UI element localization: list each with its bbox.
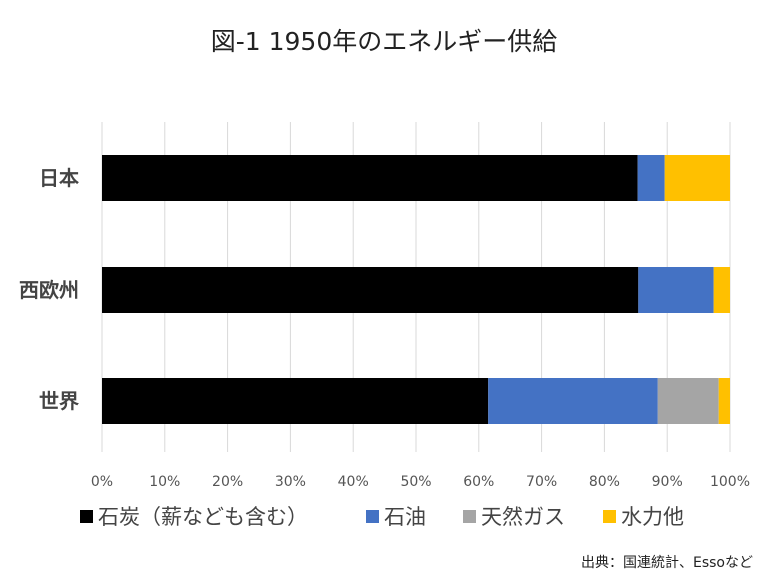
bar-segment [102, 378, 489, 424]
x-tick-label: 90% [652, 474, 683, 490]
legend-swatch [463, 510, 476, 523]
x-tick-label: 0% [91, 474, 113, 490]
x-tick-label: 40% [338, 474, 369, 490]
chart-title: 図-1 1950年のエネルギー供給 [211, 27, 558, 56]
bar-segment [488, 378, 658, 424]
legend-item: 水力他 [603, 505, 684, 529]
x-tick-label: 10% [149, 474, 180, 490]
legend-item: 天然ガス [463, 505, 565, 529]
legend-label: 天然ガス [481, 505, 565, 529]
x-tick-label: 60% [463, 474, 494, 490]
category-label: 世界 [39, 389, 79, 413]
x-tick-label: 50% [400, 474, 431, 490]
legend-item: 石油 [366, 505, 426, 529]
x-tick-label: 100% [710, 474, 750, 490]
bars [102, 155, 730, 424]
legend-label: 水力他 [621, 505, 684, 529]
bar-segment [664, 155, 730, 201]
bar-segment [713, 267, 730, 313]
legend-label: 石炭（薪なども含む） [98, 505, 308, 529]
category-label: 西欧州 [19, 278, 79, 302]
legend-swatch [80, 510, 93, 523]
legend-swatch [366, 510, 379, 523]
legend-item: 石炭（薪なども含む） [80, 505, 308, 529]
source-note: 出典：国連統計、Essoなど [581, 555, 753, 571]
bar-segment [102, 267, 639, 313]
legend-label: 石油 [384, 505, 426, 529]
legend: 石炭（薪なども含む） 石油 天然ガス 水力他 [80, 505, 684, 529]
x-axis-ticks: 0% 10% 20% 30% 40% 50% 60% 70% 80% 90% 100% [91, 474, 750, 490]
bar-segment [657, 378, 719, 424]
x-tick-label: 30% [275, 474, 306, 490]
legend-swatch [603, 510, 616, 523]
x-tick-label: 80% [589, 474, 620, 490]
bar-segment [637, 155, 665, 201]
x-tick-label: 20% [212, 474, 243, 490]
x-tick-label: 70% [526, 474, 557, 490]
category-label: 日本 [39, 166, 79, 190]
bar-segment [718, 378, 730, 424]
bar-segment [638, 267, 714, 313]
bar-segment [102, 155, 638, 201]
